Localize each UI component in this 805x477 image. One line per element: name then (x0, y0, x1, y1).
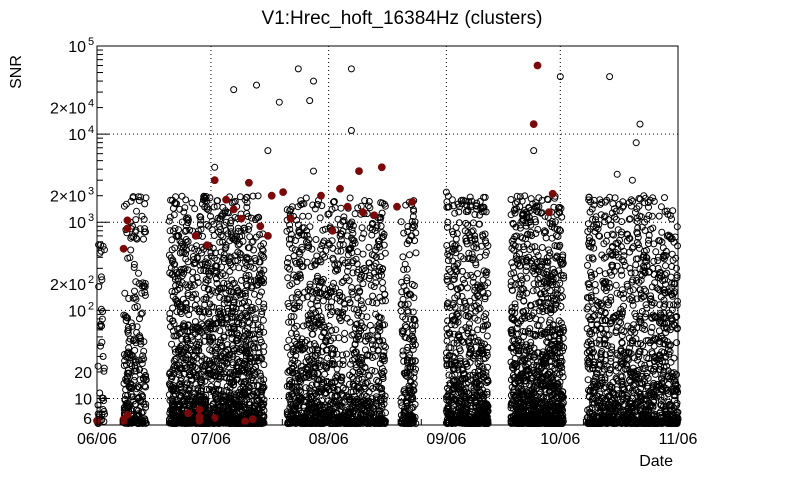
chart-svg: 610201022×1021032×1031042×10410506/0607/… (0, 0, 805, 472)
chart: 610201022×1021032×1031042×10410506/0607/… (0, 0, 805, 472)
